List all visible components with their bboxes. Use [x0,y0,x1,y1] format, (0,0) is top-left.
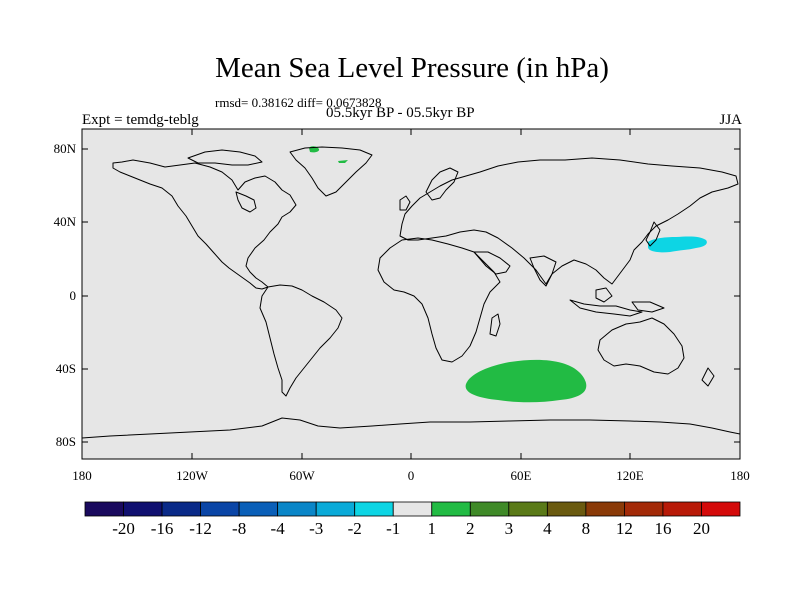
period-subtitle: 05.5kyr BP - 05.5kyr BP [326,105,475,121]
colorbar-label: -16 [151,519,174,538]
coast-africa [377,237,501,363]
colorbar-swatch [84,501,124,517]
coast-australia [597,317,685,375]
coast-new-zealand [701,367,715,387]
lat-tick-label: 0 [70,288,77,303]
coast-new-guinea [631,301,665,313]
lon-tick-label: 60E [511,468,532,483]
colorbar-swatch [161,501,201,517]
colorbar-swatch [431,501,471,517]
lat-tick-label: 80N [54,141,77,156]
colorbar-swatch [662,501,702,517]
colorbar-swatch [546,501,587,517]
coast-indonesia [569,299,643,317]
map-frame [81,128,741,460]
anomaly-southern-indian-ocean [465,359,587,403]
colorbar-label: -1 [386,519,400,538]
coast-eurasia [399,157,739,285]
lon-tick-label: 120E [616,468,644,483]
lon-tick-label: 180 [730,468,750,483]
colorbar-label: 3 [505,519,514,538]
colorbar-label: -8 [232,519,246,538]
coast-uk [399,195,411,211]
colorbar-swatch [315,501,356,517]
coast-hudson-bay [235,191,257,213]
lat-tick-label: 40N [54,214,77,229]
anomaly-northwest-pacific [648,236,707,253]
lon-tick-label: 120W [176,468,209,483]
colorbar-swatch [701,501,741,517]
colorbar-swatch [508,501,548,517]
colorbar-swatch [123,501,163,517]
coast-borneo [595,287,613,303]
colorbar-label: -2 [348,519,362,538]
colorbar-swatch [624,501,664,517]
colorbar-label: -12 [189,519,212,538]
colorbar-label: -3 [309,519,323,538]
season-label: JJA [719,112,742,128]
colorbar-label: 1 [428,519,437,538]
lat-tick-label: 40S [56,361,76,376]
colorbar-label: 4 [543,519,552,538]
coastlines [81,146,741,439]
coast-arabia [473,251,511,275]
colorbar-label: 2 [466,519,475,538]
coast-japan [645,221,661,247]
experiment-label: Expt = temdg-teblg [82,112,199,128]
coast-north-america [112,159,297,290]
coast-greenland [289,146,373,197]
map-title: Mean Sea Level Pressure (in hPa) [215,52,609,84]
colorbar-label: 20 [693,519,710,538]
colorbar-swatch [354,501,394,517]
coast-arctic-islands [187,149,263,166]
coast-antarctica [81,417,741,439]
colorbar-label: -4 [271,519,286,538]
colorbar-label: 12 [616,519,633,538]
lon-tick-label: 60W [289,468,315,483]
colorbar-swatch [200,501,240,517]
lon-tick-label: 0 [408,468,415,483]
anomaly-greenland-interior [338,160,348,163]
axis-ticks [81,129,741,459]
colorbar-label: 8 [582,519,591,538]
lat-tick-label: 80S [56,434,76,449]
colorbar-swatch [585,501,625,517]
lon-tick-label: 180 [72,468,92,483]
colorbar-swatch [238,501,279,517]
colorbar-label: 16 [654,519,671,538]
coast-india [529,255,557,287]
colorbar-swatch [469,501,510,517]
coast-south-america [259,284,343,397]
colorbar-swatch [277,501,317,517]
coast-scandinavia [425,167,459,201]
coast-madagascar [489,313,501,337]
rmsd-stats: rmsd= 0.38162 diff= 0.0673828 [215,95,382,110]
colorbar-swatch [392,501,433,517]
colorbar-label: -20 [112,519,135,538]
